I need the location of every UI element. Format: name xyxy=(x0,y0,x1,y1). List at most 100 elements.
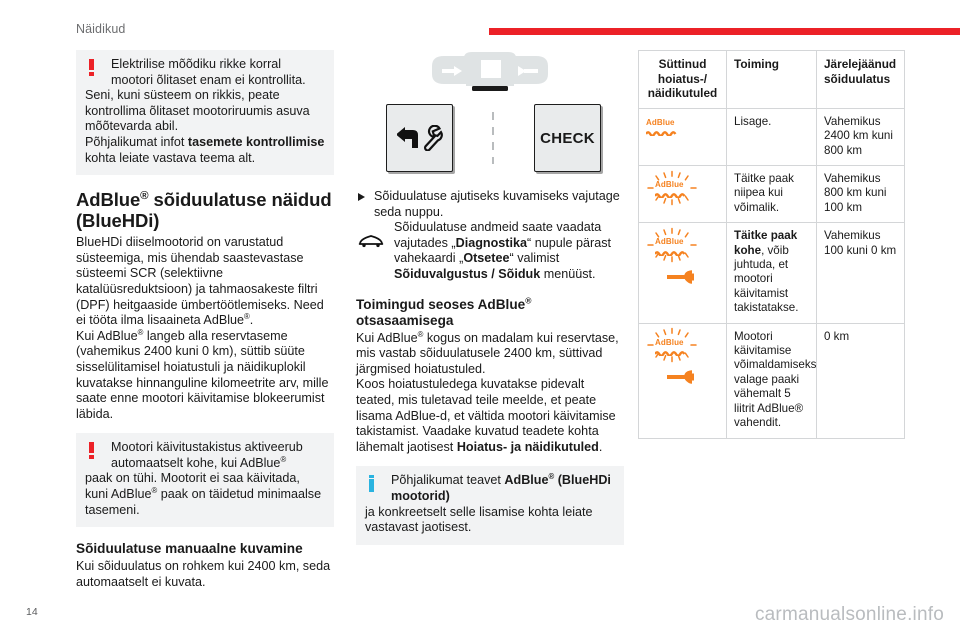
table-cell-range: Vahemikus 100 kuni 0 km xyxy=(816,222,905,324)
warning-exclamation-icon xyxy=(86,59,100,77)
table-cell-action-text: Lisage. xyxy=(734,114,772,128)
section-title-rest: sõiduulatuse näidud (BlueHDi) xyxy=(76,189,332,232)
table-cell-action: Lisage. xyxy=(726,107,817,167)
return-arrow-icon xyxy=(396,125,443,151)
table-row: AdBlue Mootori käivitamise võimaldamisek… xyxy=(638,322,905,439)
adblue-wave-icon xyxy=(646,131,677,137)
section-title-main: AdBlue xyxy=(76,189,141,211)
dashboard-figure: CHECK xyxy=(356,50,624,185)
registered-mark: ® xyxy=(151,485,158,495)
right-column: Süttinud hoiatus-/ näidikutuled Toiming … xyxy=(638,50,905,439)
warning-note-line3-bold: tasemete kontrollimise xyxy=(187,134,325,149)
adblue-label: AdBlue xyxy=(646,117,675,127)
table-header-action: Toiming xyxy=(726,50,817,109)
adblue-wave-icon xyxy=(655,351,686,357)
car-note-e: menüüst. xyxy=(540,266,596,281)
wrench-icon xyxy=(423,125,443,151)
table-cell-range: 0 km xyxy=(816,322,905,439)
registered-mark: ® xyxy=(137,327,144,337)
registered-mark: ® xyxy=(417,329,424,339)
check-button[interactable]: CHECK xyxy=(534,104,601,172)
mid-paragraph-1-b: kogus on madalam kui reservtase, mis vas… xyxy=(356,330,619,376)
table-cell-range: Vahemikus 2400 km kuni 800 km xyxy=(816,107,905,167)
table-row: AdBlue Lisage. Vahemikus 2400 km kuni 80… xyxy=(638,107,905,167)
warning-note-oil-level: Elektrilise mõõdiku rikke korral mootori… xyxy=(76,50,334,176)
adblue-wave-icon xyxy=(655,250,686,256)
table-header-range: Järelejäänud sõiduulatus xyxy=(816,50,905,109)
warning-exclamation-icon xyxy=(86,442,100,460)
section-title-adblue-actions-rest: otsasaamisega xyxy=(356,312,454,328)
page-header: Näidikud xyxy=(0,0,960,46)
mid-paragraph-2-a: Koos hoiatustuledega kuvatakse pidevalt … xyxy=(356,377,616,454)
page-number: 14 xyxy=(26,606,38,618)
instrument-cluster-icon xyxy=(428,52,552,105)
adblue-label: AdBlue xyxy=(655,237,684,247)
table-cell-action: Täitke paak kohe, võib juhtuda, et mooto… xyxy=(726,222,817,324)
left-paragraph-1-end: . xyxy=(249,313,254,328)
info-note-adblue: Põhjalikumat teavet AdBlue® (BlueHDi moo… xyxy=(356,466,624,545)
table-cell-action-bold: Täitke paak kohe xyxy=(734,229,798,257)
mid-paragraph-2-end: . xyxy=(598,439,603,454)
car-note-bold-otsetee: Otsetee xyxy=(463,251,510,266)
car-note-a: Sõiduulatuse andmeid saate vaadata vajut… xyxy=(394,220,602,250)
left-paragraph-2-a: Kui AdBlue xyxy=(76,328,138,343)
adblue-label: AdBlue xyxy=(655,180,684,189)
left-paragraph-2-b: langeb alla reservtaseme (vahemikus 2400… xyxy=(76,328,329,421)
info-note-bold-adblue: AdBlue xyxy=(504,473,549,488)
left-paragraph-1: BlueHDi diiselmootorid on varustatud süs… xyxy=(76,235,334,329)
warning-note-2-lead: Mootori käivitustakistus aktiveerub auto… xyxy=(85,440,325,471)
mid-paragraph-2: Koos hoiatustuledega kuvatakse pidevalt … xyxy=(356,377,624,455)
info-note-lead: Põhjalikumat teavet AdBlue® (BlueHDi moo… xyxy=(365,473,615,504)
chapter-title: Näidikud xyxy=(76,22,126,36)
info-note-a: Põhjalikumat teavet xyxy=(391,473,505,488)
car-note-bold-menu: Sõiduvalgustus / Sõiduk xyxy=(394,266,541,281)
registered-mark: ® xyxy=(244,311,250,321)
adblue-steady-icon: AdBlue xyxy=(646,115,680,137)
table-cell-action: Mootori käivitamise võimaldamiseks valag… xyxy=(726,322,817,439)
mid-paragraph-1-a: Kui AdBlue xyxy=(356,330,418,345)
middle-column: CHECK Sõiduulatuse ajutiseks kuvamiseks … xyxy=(356,50,624,547)
adblue-label: AdBlue xyxy=(655,337,684,347)
warning-note-lead: Elektrilise mõõdiku rikke korral mootori… xyxy=(111,57,306,87)
table-cell-icons: AdBlue xyxy=(638,107,727,167)
registered-mark: ® xyxy=(548,472,555,482)
warning-note-2-lead-b: paak on tühi. Mootorit ei saa käivitada,… xyxy=(85,471,300,502)
warning-note-engine-immobiliser: Mootori käivitustakistus aktiveerub auto… xyxy=(76,433,334,528)
info-icon xyxy=(366,475,380,493)
left-paragraph-1-text: BlueHDi diiselmootorid on varustatud süs… xyxy=(76,235,324,328)
adblue-flashing-icon: AdBlue xyxy=(646,328,698,363)
adblue-wave-icon xyxy=(655,193,686,199)
left-paragraph-3: Kui sõiduulatus on rohkem kui 2400 km, s… xyxy=(76,559,331,589)
adblue-warning-table: Süttinud hoiatus-/ näidikutuled Toiming … xyxy=(638,50,905,439)
left-column: Elektrilise mõõdiku rikke korral mootori… xyxy=(76,50,334,590)
car-note: Sõiduulatuse andmeid saate vaadata vajut… xyxy=(356,220,624,282)
table-cell-range: Vahemikus 800 km kuni 100 km xyxy=(816,164,905,224)
warning-note-2-lead-c: paak on täidetud minimaalse tasemeni. xyxy=(85,487,322,517)
dashed-divider xyxy=(492,112,494,164)
flash-rays-icon xyxy=(647,227,697,263)
table-cell-action: Täitke paak niipea kui võimalik. xyxy=(726,164,817,224)
info-note-bold-engines: (BlueHDi mootorid) xyxy=(391,473,611,503)
left-paragraph-2: Kui AdBlue® langeb alla reservtaseme (va… xyxy=(76,327,334,423)
flash-rays-icon xyxy=(647,328,697,363)
watermark: carmanualsonline.info xyxy=(754,604,944,625)
check-button-label: CHECK xyxy=(540,129,595,147)
table-header-lamps: Süttinud hoiatus-/ näidikutuled xyxy=(638,50,727,109)
section-title-adblue-actions-main: Toimingud seoses AdBlue xyxy=(356,296,526,312)
table-row: AdBlue Täitke paak niipea kui võimalik. … xyxy=(638,164,905,224)
mid-paragraph-1: Kui AdBlue® kogus on madalam kui reservt… xyxy=(356,329,624,378)
bullet-instruction: Sõiduulatuse ajutiseks kuvamiseks vajuta… xyxy=(356,189,624,220)
car-note-d: “ valimist xyxy=(509,251,560,266)
warning-note-2-lead-a: Mootori käivitustakistus aktiveerub auto… xyxy=(111,440,303,470)
adblue-flashing-icon: AdBlue xyxy=(646,227,698,263)
warning-note-line3-pre: Põhjalikumat infot xyxy=(85,134,188,149)
car-icon xyxy=(358,233,384,253)
header-red-rule xyxy=(489,28,960,35)
registered-mark: ® xyxy=(525,295,532,306)
adblue-flashing-icon: AdBlue xyxy=(646,170,698,205)
return-wrench-button[interactable] xyxy=(386,104,453,172)
warning-note-line2: Seni, kuni süsteem on rikkis, peate kont… xyxy=(85,88,310,134)
table-header-row: Süttinud hoiatus-/ näidikutuled Toiming … xyxy=(638,50,905,109)
car-note-c: “ nupule pärast vahekaardi „ xyxy=(394,235,612,266)
registered-mark: ® xyxy=(140,190,149,202)
